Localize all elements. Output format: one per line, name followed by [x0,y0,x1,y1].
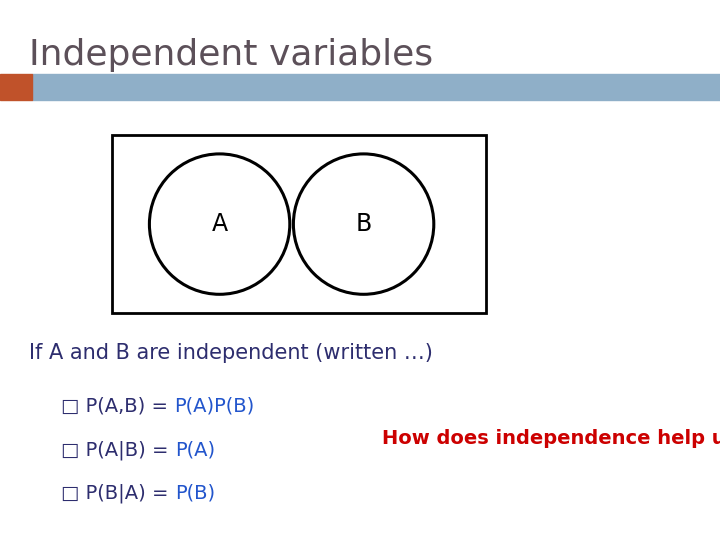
Bar [0,74,32,100]
Bar [32,74,720,100]
Text: □ P(A|B) =: □ P(A|B) = [61,440,175,460]
Bar [112,135,486,313]
Ellipse shape [150,154,289,294]
Text: If A and B are independent (written …): If A and B are independent (written …) [29,343,433,363]
Text: B: B [356,212,372,236]
Text: P(A): P(A) [175,440,215,459]
Text: How does independence help us?: How does independence help us? [382,429,720,448]
Text: □ P(B|A) =: □ P(B|A) = [61,483,175,503]
Text: □ P(A,B) =: □ P(A,B) = [61,397,174,416]
Text: Independent variables: Independent variables [29,38,433,72]
Text: A: A [212,212,228,236]
Ellipse shape [294,154,433,294]
Text: P(B): P(B) [175,483,215,502]
Text: P(A)P(B): P(A)P(B) [174,397,255,416]
